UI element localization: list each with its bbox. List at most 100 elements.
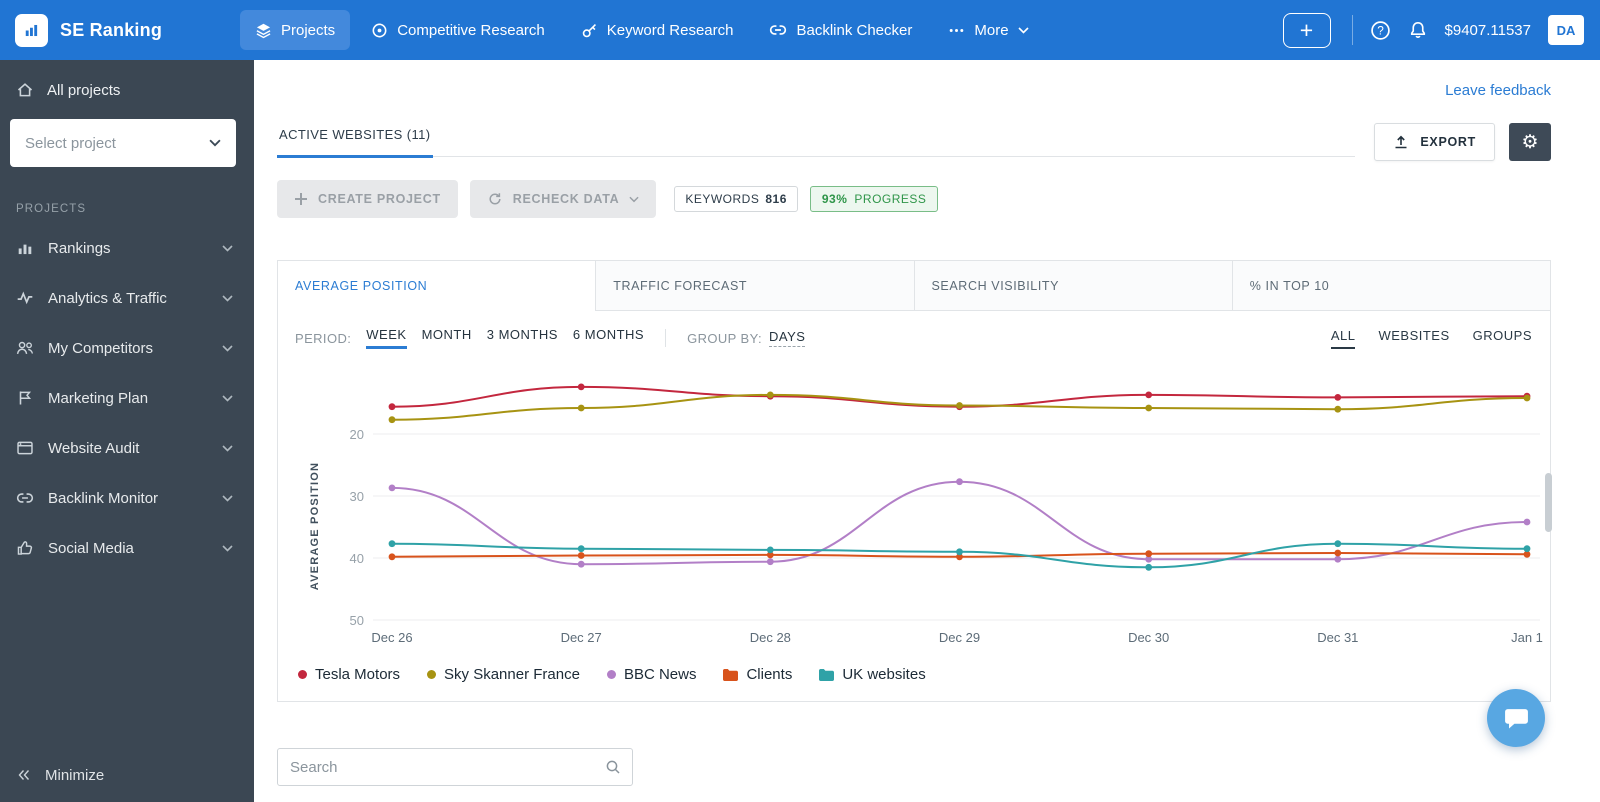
- social-media-icon: [16, 539, 34, 557]
- series-point-bbc-news: [577, 560, 585, 568]
- legend-item-bbc-news[interactable]: BBC News: [606, 666, 696, 683]
- export-button[interactable]: EXPORT: [1374, 123, 1495, 161]
- series-point-tesla-motors: [577, 383, 585, 391]
- nav-item-projects[interactable]: Projects: [240, 10, 351, 50]
- y-tick-label: 50: [350, 613, 364, 628]
- chart-tab-search-visibility[interactable]: SEARCH VISIBILITY: [915, 261, 1233, 310]
- view-filter-all[interactable]: ALL: [1330, 328, 1356, 349]
- sidebar-item-analytics-traffic[interactable]: Analytics & Traffic: [0, 273, 254, 323]
- nav-item-keyword-research[interactable]: Keyword Research: [566, 10, 749, 50]
- sidebar-item-backlink-monitor[interactable]: Backlink Monitor: [0, 473, 254, 523]
- legend-item-clients[interactable]: Clients: [723, 666, 792, 683]
- period-option-month[interactable]: MONTH: [421, 327, 472, 342]
- select-project-dropdown[interactable]: Select project: [10, 119, 236, 167]
- chevron-down-icon: [218, 244, 236, 252]
- view-filter-websites[interactable]: WEBSITES: [1378, 327, 1450, 343]
- x-tick-label: Dec 29: [939, 630, 980, 645]
- nav-item-backlink-checker[interactable]: Backlink Checker: [754, 10, 927, 50]
- recheck-data-button[interactable]: RECHECK DATA: [469, 180, 657, 218]
- minimize-icon: [16, 767, 32, 783]
- nav-item-more[interactable]: More: [933, 10, 1043, 50]
- vertical-divider: [665, 329, 667, 347]
- chevron-down-icon: [1017, 26, 1029, 34]
- x-tick-label: Dec 30: [1128, 630, 1169, 645]
- period-option-week[interactable]: WEEK: [366, 327, 407, 349]
- tab-active-websites[interactable]: ACTIVE WEBSITES (11): [277, 127, 433, 158]
- svg-text:?: ?: [1377, 23, 1384, 37]
- period-label: PERIOD:: [295, 330, 352, 346]
- account-balance[interactable]: $9407.11537: [1444, 21, 1531, 39]
- y-tick-label: 30: [350, 489, 364, 504]
- add-button[interactable]: +: [1282, 12, 1331, 48]
- nav-item-label: Projects: [281, 21, 336, 39]
- bell-icon[interactable]: [1408, 20, 1428, 40]
- series-point-uk-websites: [388, 540, 396, 548]
- sidebar-item-my-competitors[interactable]: My Competitors: [0, 323, 254, 373]
- create-project-label: CREATE PROJECT: [318, 192, 441, 206]
- sidebar-item-label: Rankings: [48, 239, 111, 257]
- backlink-monitor-icon: [16, 489, 34, 507]
- create-project-button[interactable]: CREATE PROJECT: [277, 180, 458, 218]
- period-option-3-months[interactable]: 3 MONTHS: [486, 327, 558, 342]
- avatar[interactable]: DA: [1548, 15, 1584, 45]
- folder-icon: [723, 668, 739, 681]
- legend-item-uk-websites[interactable]: UK websites: [819, 666, 926, 683]
- keywords-label: KEYWORDS: [685, 192, 760, 206]
- legend-label: Clients: [746, 666, 793, 683]
- legend-dot-icon: [298, 670, 307, 679]
- gear-icon: ⚙: [1521, 131, 1539, 153]
- nav-item-label: Backlink Checker: [796, 21, 913, 39]
- sidebar-item-all-projects[interactable]: All projects: [0, 60, 254, 114]
- series-point-uk-websites: [1145, 563, 1153, 571]
- brand-name: SE Ranking: [60, 19, 163, 40]
- series-point-uk-websites: [766, 546, 774, 554]
- more-icon: [948, 22, 965, 39]
- minimize-label: Minimize: [45, 766, 105, 784]
- sidebar-item-label: Analytics & Traffic: [48, 289, 167, 307]
- scrollbar-thumb[interactable]: [1545, 473, 1552, 532]
- chart-tab-traffic-forecast[interactable]: TRAFFIC FORECAST: [596, 261, 915, 310]
- series-point-sky-skanner-france: [388, 416, 396, 424]
- top-header: SE Ranking Projects Competitive Research K…: [0, 0, 1600, 60]
- period-options: WEEK MONTH 3 MONTHS 6 MONTHS: [351, 327, 644, 349]
- series-point-sky-skanner-france: [577, 404, 585, 412]
- series-point-clients: [577, 552, 585, 559]
- chart-tab-average-position[interactable]: AVERAGE POSITION: [278, 261, 597, 311]
- help-icon[interactable]: ?: [1370, 20, 1391, 41]
- brand-logo[interactable]: SE Ranking: [0, 13, 240, 47]
- websites-tabs: ACTIVE WEBSITES (11): [277, 126, 1355, 158]
- sidebar-item-marketing-plan[interactable]: Marketing Plan: [0, 373, 254, 423]
- sidebar-item-rankings[interactable]: Rankings: [0, 223, 254, 273]
- series-point-bbc-news: [1145, 555, 1153, 563]
- marketing-plan-icon: [16, 389, 34, 407]
- search-icon: [605, 759, 621, 775]
- period-option-6-months[interactable]: 6 MONTHS: [572, 327, 645, 342]
- x-tick-label: Dec 27: [561, 630, 602, 645]
- group-by-value[interactable]: DAYS: [768, 329, 806, 347]
- sidebar-item-label: All projects: [47, 81, 121, 99]
- folder-icon: [819, 668, 835, 681]
- chart-tab-in-top-10[interactable]: % IN TOP 10: [1249, 278, 1330, 293]
- series-point-bbc-news: [388, 484, 396, 492]
- sidebar-minimize[interactable]: Minimize: [0, 748, 254, 802]
- chevron-down-icon: [218, 544, 236, 552]
- y-axis-label: AVERAGE POSITION: [309, 462, 321, 590]
- sidebar-item-social-media[interactable]: Social Media: [0, 523, 254, 573]
- legend-item-tesla-motors[interactable]: Tesla Motors: [298, 666, 400, 683]
- sidebar-item-website-audit[interactable]: Website Audit: [0, 423, 254, 473]
- nav-item-competitive-research[interactable]: Competitive Research: [356, 10, 560, 50]
- group-by-label: GROUP BY:: [687, 330, 762, 346]
- series-point-bbc-news: [1523, 518, 1531, 526]
- actions-row: CREATE PROJECT RECHECK DATA KEYWORDS 816…: [277, 180, 939, 218]
- leave-feedback-link[interactable]: Leave feedback: [1445, 82, 1551, 99]
- header-divider: [1351, 15, 1353, 45]
- sidebar-item-label: Website Audit: [48, 439, 140, 457]
- search-input[interactable]: [278, 758, 605, 776]
- view-filter-groups[interactable]: GROUPS: [1472, 327, 1532, 343]
- chat-icon: [1503, 706, 1530, 731]
- legend-item-sky-skanner-france[interactable]: Sky Skanner France: [427, 666, 580, 683]
- progress-badge: 93% PROGRESS: [809, 186, 939, 212]
- settings-button[interactable]: ⚙: [1509, 123, 1551, 161]
- search-box: [277, 748, 633, 786]
- chat-widget-button[interactable]: [1487, 689, 1545, 747]
